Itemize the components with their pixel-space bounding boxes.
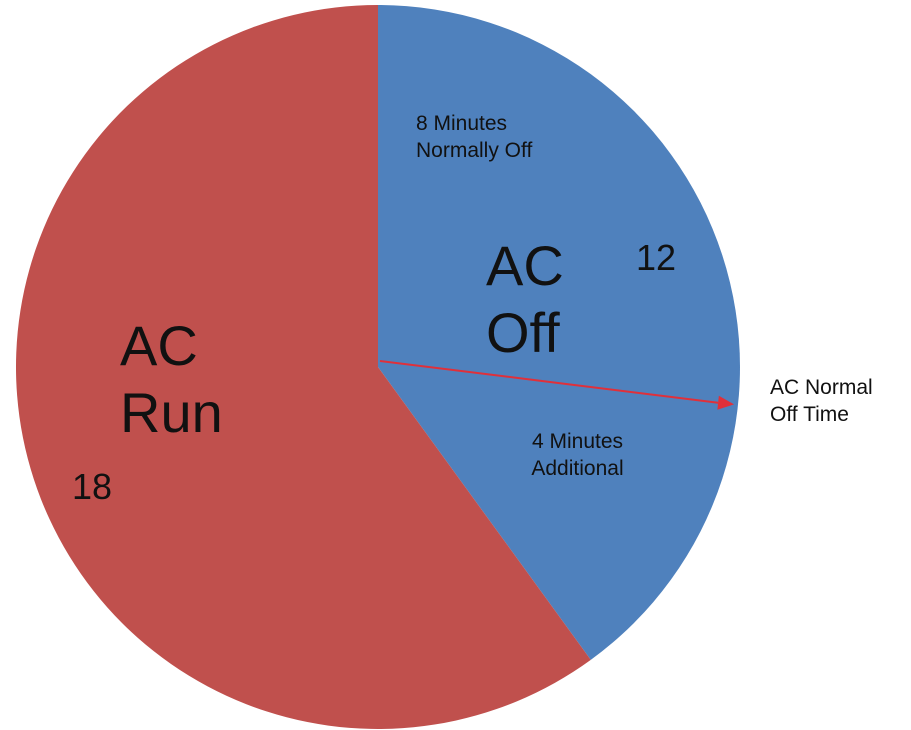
- slice-name-ac-run-line1: AC: [120, 314, 198, 377]
- annotation-additional: 4 Minutes Additional: [531, 430, 624, 481]
- slice-name-ac-run-line2: Run: [120, 381, 223, 445]
- slice-name-ac-off: AC Off: [486, 232, 564, 366]
- slice-value-ac-off: 12: [636, 237, 677, 278]
- slice-name-ac-run: AC Run: [120, 312, 223, 446]
- normal-off-time-arrowhead: [717, 395, 735, 410]
- slice-name-ac-off-line2: Off: [486, 301, 560, 365]
- pie-slice-ac-off: [378, 5, 740, 660]
- annotation-normally-off: 8 Minutes Normally Off: [416, 112, 533, 163]
- normal-off-time-arrow: [379, 360, 719, 404]
- annotation-normal-off-time: AC Normal Off Time: [770, 376, 873, 427]
- pie-slice-ac-run: [15, 5, 591, 729]
- slice-name-ac-off-line1: AC: [486, 234, 564, 297]
- slice-value-ac-run: 18: [72, 466, 113, 507]
